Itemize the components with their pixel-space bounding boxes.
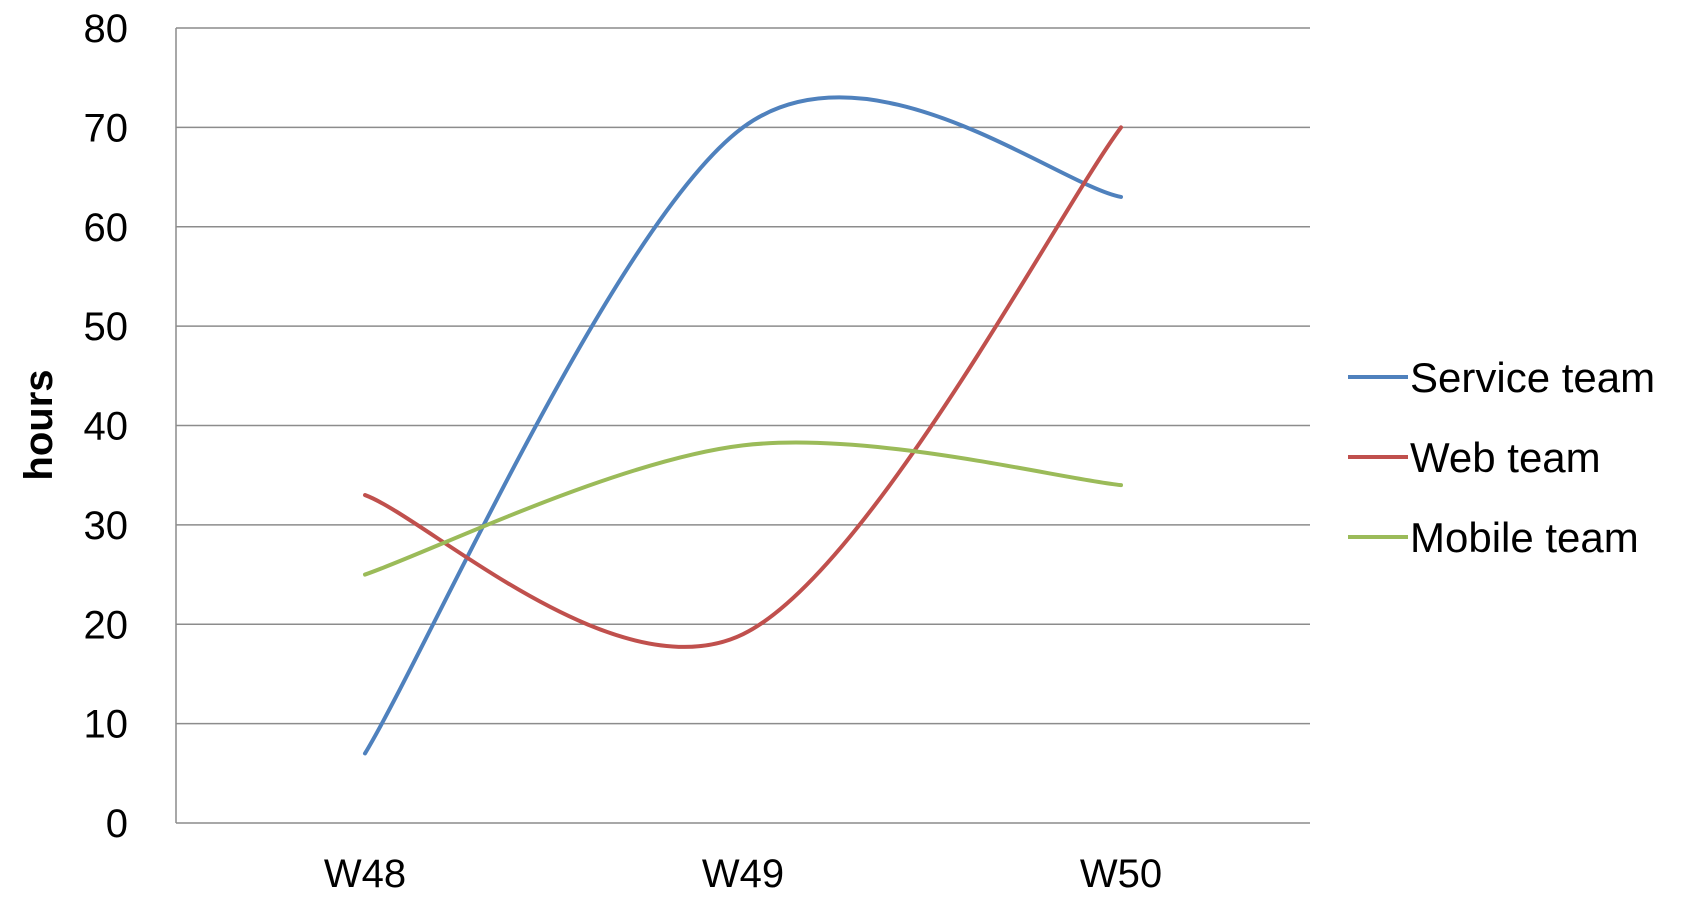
y-axis-title: hours — [17, 369, 61, 480]
y-tick-label: 10 — [84, 703, 129, 747]
x-tick-label: W49 — [702, 852, 784, 896]
legend-label-mobile-team: Mobile team — [1410, 514, 1639, 561]
y-axis-ticks: 0 10 20 30 40 50 60 70 80 — [84, 7, 129, 846]
legend: Service team Web team Mobile team — [1348, 354, 1655, 561]
y-tick-label: 80 — [84, 7, 129, 51]
legend-label-web-team: Web team — [1410, 434, 1601, 481]
y-tick-label: 70 — [84, 106, 129, 150]
y-tick-label: 50 — [84, 305, 129, 349]
series-lines — [363, 95, 1123, 756]
series-line-mobile-team — [363, 440, 1123, 577]
x-tick-label: W50 — [1080, 852, 1162, 896]
x-tick-label: W48 — [324, 852, 406, 896]
y-tick-label: 40 — [84, 405, 129, 449]
y-tick-label: 20 — [84, 603, 129, 647]
x-axis-ticks: W48 W49 W50 — [324, 852, 1162, 896]
series-line-web-team — [363, 125, 1123, 649]
series-line-service-team — [363, 95, 1123, 756]
legend-label-service-team: Service team — [1410, 354, 1655, 401]
y-tick-label: 0 — [106, 802, 128, 846]
y-tick-label: 30 — [84, 504, 129, 548]
gridlines — [176, 27, 1310, 725]
y-tick-label: 60 — [84, 206, 129, 250]
